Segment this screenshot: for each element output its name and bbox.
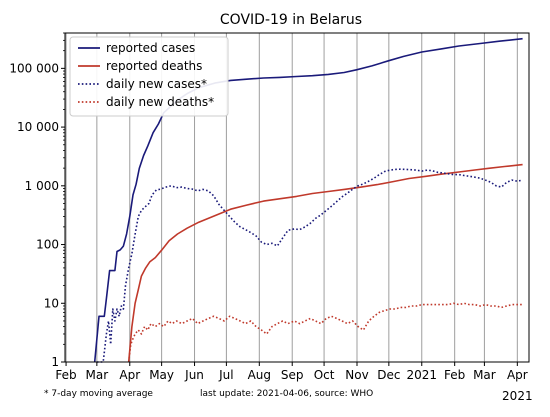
x-tick-label: Jun [184,368,204,382]
footnote: * 7-day moving average [44,389,153,399]
legend-label: reported deaths [106,59,202,73]
x-tick-label: Dec [377,368,400,382]
y-tick-label: 1 [51,355,59,369]
series-line-3 [127,302,523,363]
legend-label: reported cases [106,41,195,55]
x-tick-label: Oct [314,368,335,382]
y-tick-label: 10 000 [17,120,59,134]
x-tick-label: Sep [281,368,304,382]
x-tick-label: Mar [86,368,109,382]
y-tick-label: 100 [36,238,59,252]
x-tick-label: Feb [55,368,76,382]
chart-title: COVID-19 in Belarus [220,12,362,28]
legend-box [69,36,229,117]
year-label: 2021 [502,389,533,403]
x-tick-label: Feb [444,368,465,382]
plot-frame [64,32,530,363]
series-line-2 [96,168,523,363]
series-line-1 [127,163,523,363]
legend-label: daily new cases* [106,77,207,91]
x-tick-label: Jul [218,368,233,382]
axis-layer: Feb Mar Apr May Jun Jul Aug Sep Oct Nov Dec 2021 Feb… [9,32,533,403]
x-tick-label: May [149,368,174,382]
x-tick-label: 2021 [406,368,437,382]
x-tick-label: Apr [507,368,528,382]
y-tick-label: 10 [44,296,59,310]
source-note: last update: 2021-04-06, source: WHO [200,389,374,399]
x-tick-label: Mar [473,368,496,382]
x-tick-label: Nov [345,368,368,382]
x-tick-label: Aug [248,368,271,382]
legend: reported cases reported deaths daily new c… [69,36,229,117]
x-tick-label: Apr [119,368,140,382]
y-tick-label: 100 000 [9,61,59,75]
legend-label: daily new deaths* [106,95,214,109]
y-tick-label: 1 000 [25,179,59,193]
